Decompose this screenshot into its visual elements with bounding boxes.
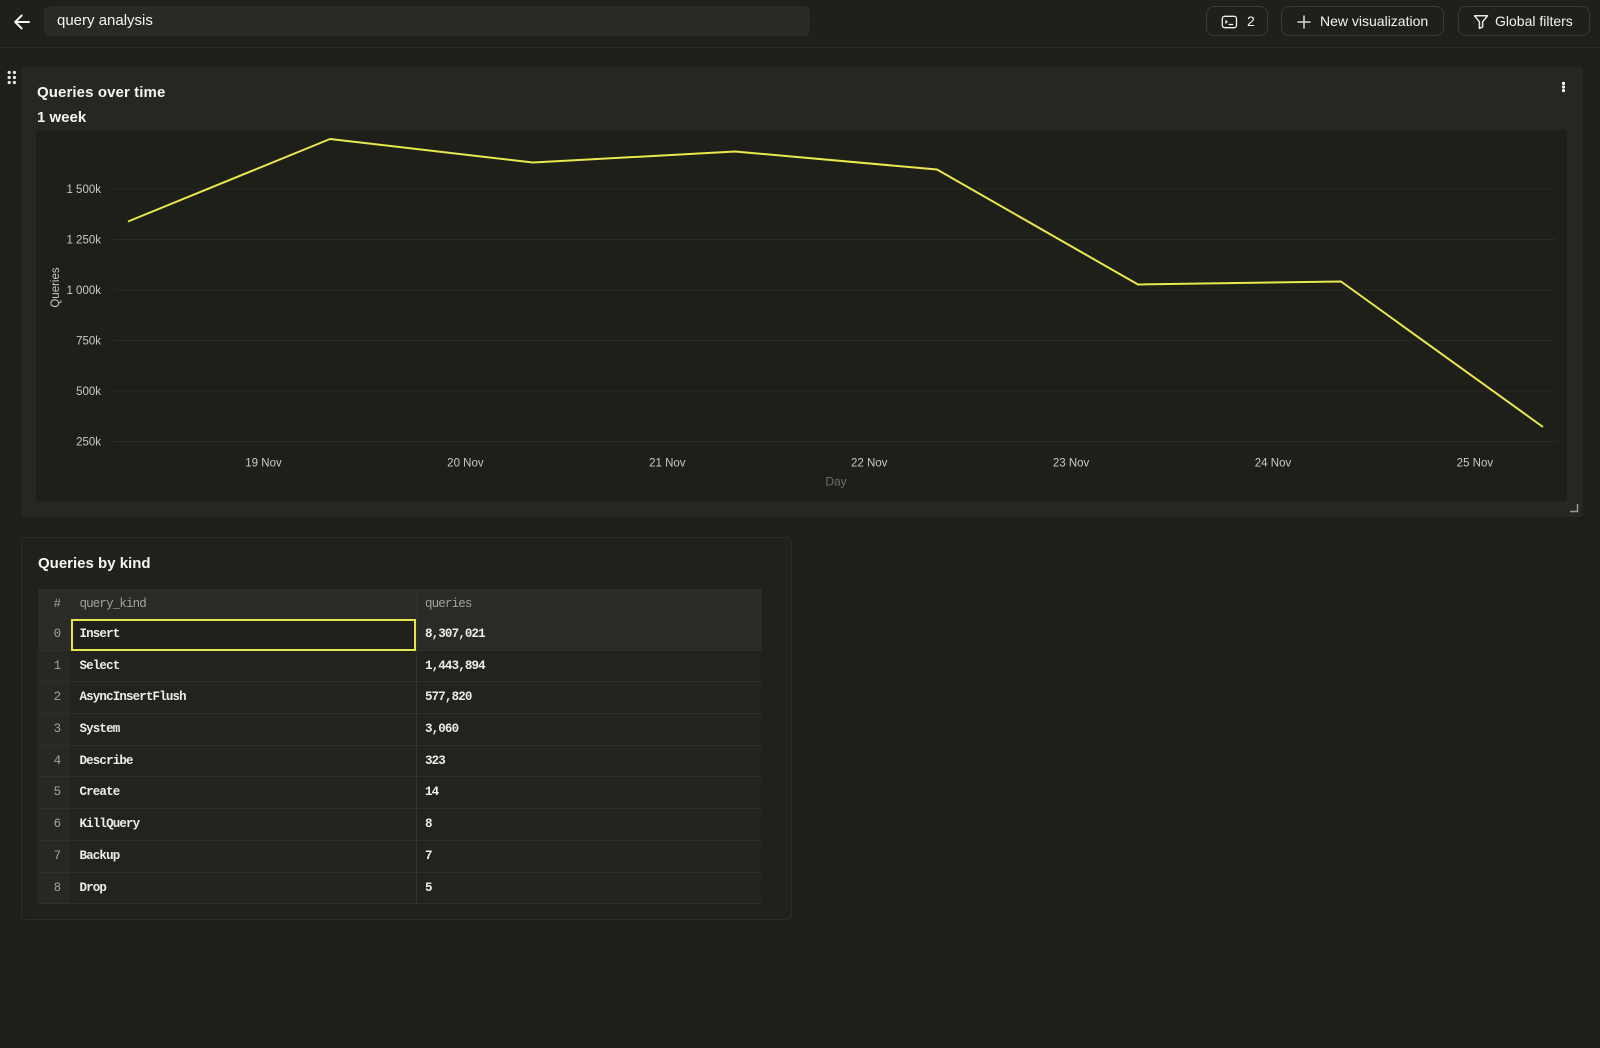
svg-text:25 Nov: 25 Nov [1457,458,1494,470]
svg-text:19 Nov: 19 Nov [245,458,282,470]
svg-text:20 Nov: 20 Nov [447,458,484,470]
svg-text:22 Nov: 22 Nov [851,458,888,470]
svg-text:Day: Day [825,475,846,489]
svg-text:1 250k: 1 250k [66,235,101,247]
svg-text:500k: 500k [76,386,101,398]
svg-text:250k: 250k [76,437,101,449]
svg-text:1 500k: 1 500k [66,184,101,196]
svg-text:Queries: Queries [50,267,62,308]
svg-text:24 Nov: 24 Nov [1255,458,1292,470]
svg-text:21 Nov: 21 Nov [649,458,686,470]
svg-text:23 Nov: 23 Nov [1053,458,1090,470]
svg-text:1 000k: 1 000k [66,285,101,297]
svg-text:750k: 750k [76,336,101,348]
